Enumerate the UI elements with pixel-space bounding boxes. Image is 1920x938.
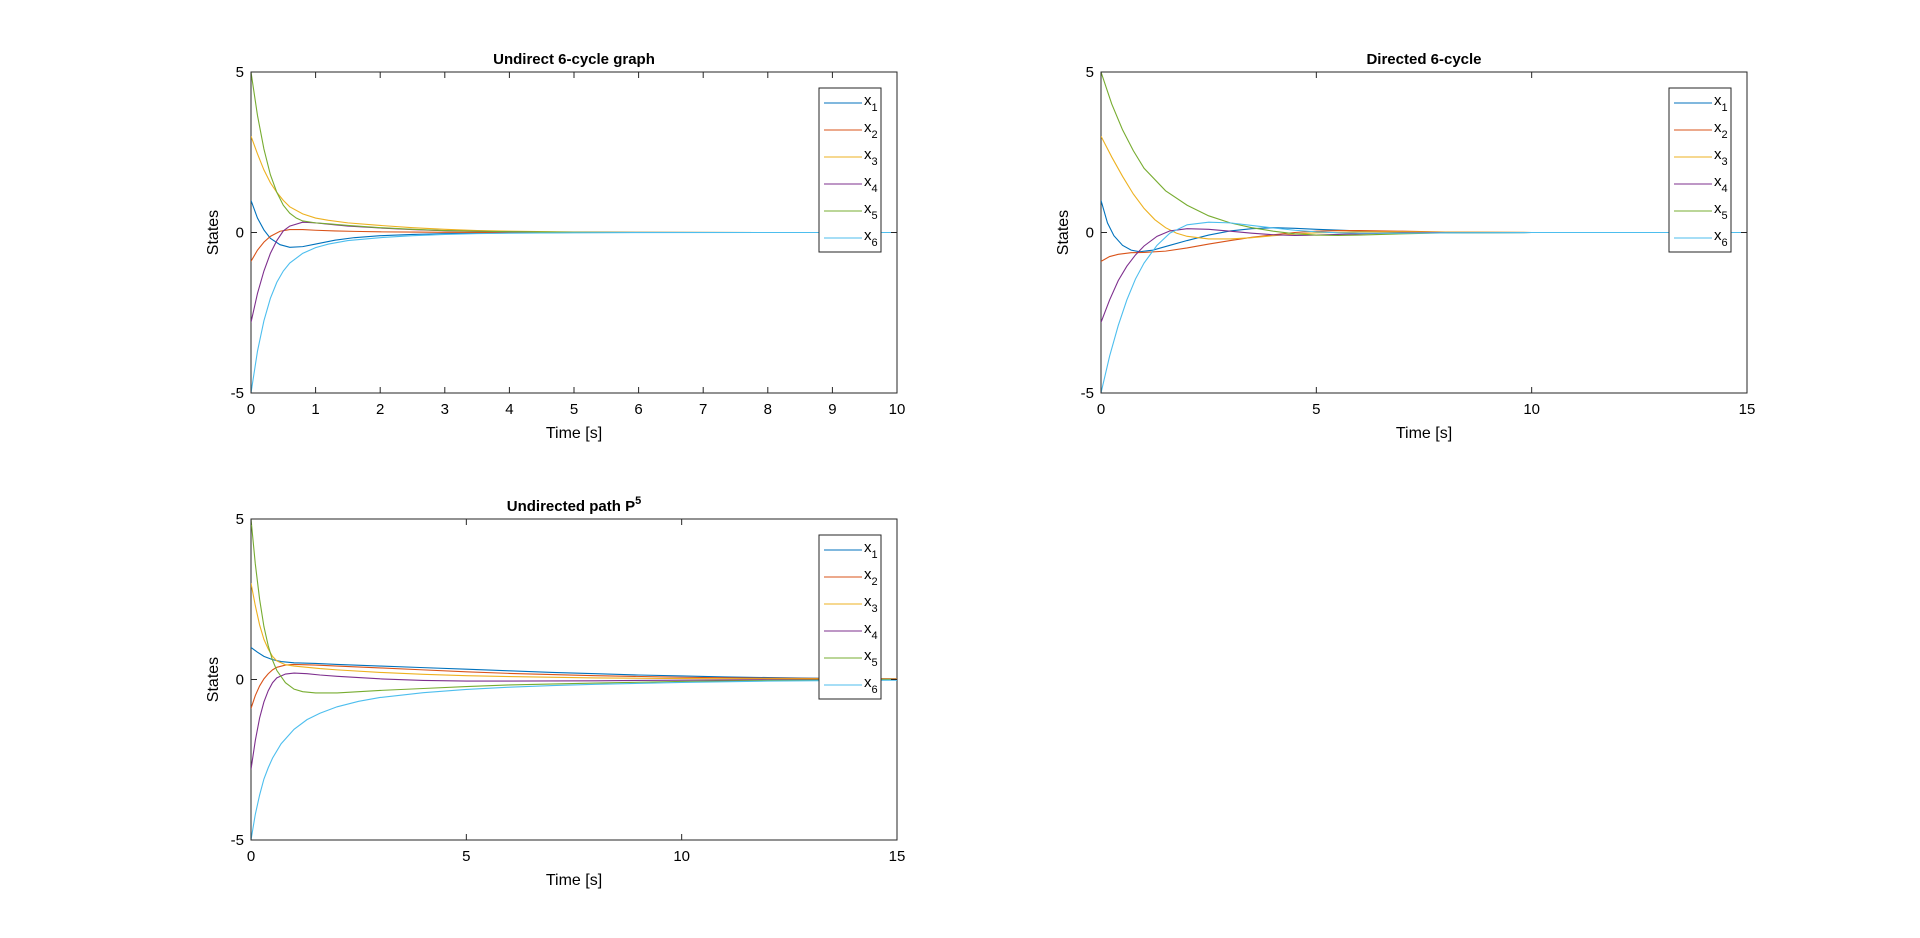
- x-tick-label: 5: [570, 401, 578, 418]
- y-tick-label: 5: [1086, 64, 1094, 81]
- legend-entry: x3: [864, 593, 878, 615]
- chart-title: Directed 6-cycle: [1366, 51, 1481, 68]
- series-line-x3: [251, 583, 897, 680]
- chart-title-superscript: 5: [635, 495, 641, 507]
- series-line-x2: [251, 663, 897, 709]
- legend-entry: x4: [1714, 173, 1728, 195]
- x-axis-label: Time [s]: [1396, 425, 1452, 442]
- y-axis-label: States: [1055, 210, 1072, 255]
- legend-entry: x4: [864, 620, 878, 642]
- legend-entry: x4: [864, 173, 878, 195]
- y-tick-label: -5: [1081, 385, 1094, 402]
- series-group: [251, 72, 897, 393]
- legend-box: [818, 534, 882, 700]
- series-group: [251, 519, 897, 840]
- legend: x1 x2 x3 x4 x5 x6: [818, 87, 882, 253]
- x-axis-label: Time [s]: [546, 872, 602, 889]
- series-line-x5: [251, 72, 897, 234]
- x-tick-label: 0: [247, 401, 255, 418]
- y-tick-label: 5: [236, 511, 244, 528]
- legend-entry: x5: [1714, 200, 1728, 222]
- legend-box: [1668, 87, 1732, 253]
- series-line-x6: [251, 679, 897, 840]
- y-tick-label: 0: [236, 225, 244, 242]
- x-tick-label: 10: [673, 848, 690, 865]
- series-line-x5: [251, 519, 897, 694]
- legend-entry: x3: [1714, 146, 1728, 168]
- x-tick-label: 0: [1097, 401, 1105, 418]
- series-group: [1101, 72, 1747, 393]
- x-axis-label: Time [s]: [546, 425, 602, 442]
- x-tick-label: 10: [1523, 401, 1540, 418]
- legend: x1 x2 x3 x4 x5 x6: [1668, 87, 1732, 253]
- legend-entry: x6: [864, 674, 878, 696]
- x-tick-label: 7: [699, 401, 707, 418]
- x-tick-label: 5: [462, 848, 470, 865]
- legend-entry: x2: [1714, 119, 1728, 141]
- y-axis-label: States: [205, 657, 222, 702]
- x-tick-label: 2: [376, 401, 384, 418]
- y-axis-label: States: [205, 210, 222, 255]
- x-tick-label: 4: [505, 401, 513, 418]
- x-tick-label: 1: [311, 401, 319, 418]
- x-tick-label: 6: [634, 401, 642, 418]
- x-tick-label: 15: [1739, 401, 1756, 418]
- legend-entry: x2: [864, 566, 878, 588]
- legend-entry: x2: [864, 119, 878, 141]
- y-tick-label: 5: [236, 64, 244, 81]
- legend-entry: x3: [864, 146, 878, 168]
- x-tick-label: 10: [889, 401, 906, 418]
- x-tick-label: 3: [441, 401, 449, 418]
- chart-title: Undirect 6-cycle graph: [493, 51, 655, 68]
- series-line-x4: [251, 672, 897, 770]
- series-line-x6: [1101, 221, 1747, 393]
- legend-entry: x5: [864, 647, 878, 669]
- x-tick-label: 8: [764, 401, 772, 418]
- series-line-x6: [251, 231, 897, 393]
- legend-entry: x1: [864, 539, 878, 561]
- y-tick-label: -5: [231, 385, 244, 402]
- x-tick-label: 5: [1312, 401, 1320, 418]
- legend-entry: x1: [1714, 92, 1728, 114]
- series-line-x1: [251, 646, 897, 680]
- y-tick-label: -5: [231, 832, 244, 849]
- legend-entry: x6: [864, 227, 878, 249]
- legend-entry: x1: [864, 92, 878, 114]
- chart-title: Undirected path P5: [507, 495, 641, 515]
- legend-box: [818, 87, 882, 253]
- legend-entry: x6: [1714, 227, 1728, 249]
- legend-entry: x5: [864, 200, 878, 222]
- y-tick-label: 0: [236, 672, 244, 689]
- x-tick-label: 0: [247, 848, 255, 865]
- legend: x1 x2 x3 x4 x5 x6: [818, 534, 882, 700]
- x-tick-label: 15: [889, 848, 906, 865]
- y-tick-label: 0: [1086, 225, 1094, 242]
- x-tick-label: 9: [828, 401, 836, 418]
